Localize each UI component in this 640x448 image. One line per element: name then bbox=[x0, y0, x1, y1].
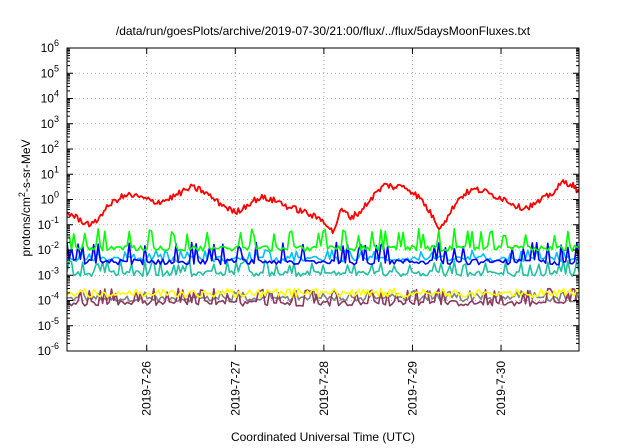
y-tick-label: 10-2 bbox=[38, 240, 59, 257]
y-tick-label: 100 bbox=[41, 190, 59, 207]
x-tick-label: 2019-7-30 bbox=[494, 361, 508, 416]
y-tick-label: 104 bbox=[41, 89, 59, 106]
y-tick-label: 101 bbox=[41, 164, 59, 181]
y-tick-label: 10-4 bbox=[38, 291, 59, 308]
y-tick-label: 10-5 bbox=[38, 316, 59, 333]
y-axis-label: protons/cm2-s-sr-MeV bbox=[17, 139, 33, 256]
y-tick-label: 102 bbox=[41, 139, 59, 156]
x-tick-label: 2019-7-29 bbox=[405, 361, 419, 416]
x-tick-label: 2019-7-26 bbox=[140, 361, 154, 416]
x-axis: 2019-7-26 2019-7-27 2019-7-28 2019-7-29 2019… bbox=[140, 48, 508, 416]
series-line bbox=[67, 179, 579, 235]
series-line bbox=[67, 287, 579, 307]
y-axis-label-main: protons/cm bbox=[19, 197, 33, 256]
x-axis-label: Coordinated Universal Time (UTC) bbox=[231, 430, 415, 444]
y-tick-label: 103 bbox=[41, 114, 59, 131]
y-axis: 10-6 10-5 10-4 10-3 10-2 10-1 100 101 102 103 104 1… bbox=[38, 38, 579, 358]
y-tick-label: 105 bbox=[41, 63, 59, 80]
series-line bbox=[67, 227, 579, 252]
y-tick-label: 10-3 bbox=[38, 265, 59, 282]
series-line bbox=[67, 259, 579, 278]
series-layer bbox=[67, 179, 579, 307]
y-axis-label-rest: -s-sr-MeV bbox=[19, 139, 33, 192]
y-tick-label: 106 bbox=[41, 38, 59, 55]
grid bbox=[67, 48, 579, 351]
y-tick-label: 10-1 bbox=[38, 215, 59, 232]
y-axis-label-sup: 2 bbox=[17, 192, 27, 197]
series-line bbox=[67, 241, 579, 266]
y-tick-label: 10-6 bbox=[38, 341, 59, 358]
chart-title: /data/run/goesPlots/archive/2019-07-30/2… bbox=[116, 24, 531, 38]
series-line bbox=[67, 287, 579, 298]
x-tick-label: 2019-7-27 bbox=[228, 361, 242, 416]
x-tick-label: 2019-7-28 bbox=[317, 361, 331, 416]
